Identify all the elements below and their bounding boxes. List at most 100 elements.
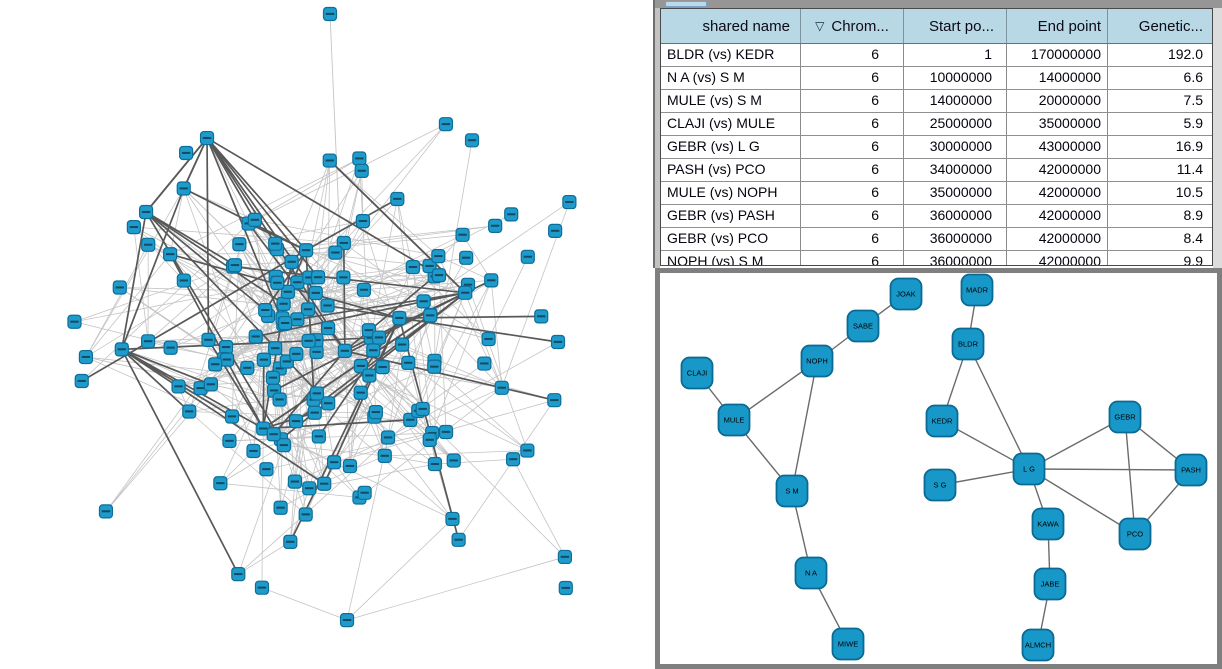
network-node[interactable]: [356, 282, 372, 297]
network-node[interactable]: [416, 294, 431, 309]
network-edge[interactable]: [169, 188, 185, 255]
network-node[interactable]: S M: [775, 474, 809, 508]
network-node[interactable]: [227, 258, 243, 273]
network-node[interactable]: [141, 334, 156, 349]
network-edge[interactable]: [182, 137, 208, 189]
table-row[interactable]: GEBR (vs) PCO 6 36000000 42000000 8.4: [661, 228, 1212, 251]
network-edge[interactable]: [133, 227, 149, 342]
network-node[interactable]: [464, 133, 480, 148]
network-node[interactable]: [266, 427, 281, 442]
network-node[interactable]: S G: [923, 468, 957, 502]
network-edge[interactable]: [239, 220, 364, 245]
network-node[interactable]: [203, 377, 218, 392]
network-edge[interactable]: [273, 433, 453, 520]
network-node[interactable]: [431, 249, 446, 264]
network-edge[interactable]: [206, 137, 278, 284]
network-edge[interactable]: [431, 280, 492, 434]
network-edge[interactable]: [396, 198, 435, 367]
network-node[interactable]: [481, 331, 496, 347]
network-node[interactable]: [284, 254, 299, 269]
network-edge[interactable]: [170, 249, 307, 349]
network-edge[interactable]: [121, 348, 325, 485]
column-header-chromosome[interactable]: ▽ Chrom...: [801, 9, 904, 43]
network-node[interactable]: [401, 355, 416, 370]
network-node[interactable]: [438, 424, 454, 440]
table-row[interactable]: BLDR (vs) KEDR 6 1 170000000 192.0: [661, 44, 1212, 67]
network-edge[interactable]: [188, 411, 306, 515]
network-edge[interactable]: [264, 249, 307, 311]
network-edge[interactable]: [234, 261, 292, 266]
network-node[interactable]: [322, 6, 338, 22]
horizontal-scrollbar[interactable]: [655, 0, 1222, 8]
network-edge[interactable]: [363, 289, 403, 345]
network-node[interactable]: [534, 309, 549, 324]
network-edge[interactable]: [1028, 468, 1192, 471]
network-edge[interactable]: [287, 291, 314, 400]
network-edge[interactable]: [346, 518, 453, 621]
scrollbar-thumb[interactable]: [665, 1, 707, 7]
network-edge[interactable]: [433, 366, 528, 451]
network-node[interactable]: [232, 237, 247, 252]
network-node[interactable]: [550, 334, 566, 350]
network-node[interactable]: [320, 321, 336, 336]
network-node[interactable]: [298, 507, 313, 522]
network-node[interactable]: [375, 360, 390, 375]
network-edge[interactable]: [297, 291, 466, 321]
network-edge[interactable]: [408, 362, 528, 451]
table-row[interactable]: GEBR (vs) L G 6 30000000 43000000 16.9: [661, 136, 1212, 159]
network-node[interactable]: [395, 337, 410, 352]
network-node[interactable]: [138, 204, 154, 220]
network-edge[interactable]: [206, 138, 210, 340]
network-node[interactable]: [218, 340, 234, 355]
network-node[interactable]: [455, 227, 470, 242]
network-node[interactable]: [290, 312, 305, 327]
network-node[interactable]: [504, 207, 519, 222]
network-node[interactable]: [357, 485, 372, 500]
table-row[interactable]: NOPH (vs) S M 6 36000000 42000000 9.9: [661, 251, 1212, 265]
network-edge[interactable]: [344, 275, 436, 352]
network-node[interactable]: [422, 432, 437, 448]
network-node[interactable]: [287, 474, 303, 489]
network-edge[interactable]: [399, 317, 559, 343]
network-node[interactable]: NOPH: [800, 344, 834, 378]
network-edge[interactable]: [314, 411, 376, 414]
network-edge[interactable]: [422, 280, 492, 410]
network-node[interactable]: [558, 580, 573, 596]
network-node[interactable]: KEDR: [925, 404, 959, 438]
network-node[interactable]: [289, 346, 304, 362]
network-node[interactable]: [98, 504, 114, 519]
network-node[interactable]: [222, 433, 237, 449]
network-edge[interactable]: [247, 367, 361, 394]
network-edge[interactable]: [183, 188, 236, 266]
network-edge[interactable]: [287, 123, 447, 293]
network-edge[interactable]: [145, 137, 208, 213]
network-edge[interactable]: [220, 444, 285, 484]
network-edge[interactable]: [81, 223, 249, 382]
network-node[interactable]: [273, 500, 288, 515]
network-edge[interactable]: [342, 243, 346, 351]
network-node[interactable]: [484, 273, 499, 288]
network-node[interactable]: [67, 314, 82, 329]
column-header-genetic[interactable]: Genetic...: [1108, 9, 1212, 43]
network-edge[interactable]: [253, 310, 266, 452]
network-node[interactable]: [354, 163, 369, 178]
network-node[interactable]: [355, 214, 371, 229]
network-edge[interactable]: [1028, 468, 1136, 535]
network-node[interactable]: [352, 151, 367, 166]
network-node[interactable]: [301, 333, 316, 349]
subnetwork-canvas[interactable]: JOAK MADR SABE BLDR NOPH CLAJI KEDR GEBR MULE L G…: [660, 273, 1217, 664]
network-edge[interactable]: [169, 158, 360, 255]
network-node[interactable]: [309, 386, 324, 401]
network-node[interactable]: [112, 280, 127, 295]
table-row[interactable]: PASH (vs) PCO 6 34000000 42000000 11.4: [661, 159, 1212, 182]
network-node[interactable]: [423, 308, 438, 323]
network-edge[interactable]: [262, 359, 265, 429]
network-node[interactable]: [199, 130, 215, 146]
network-node[interactable]: [380, 430, 396, 445]
network-node[interactable]: [353, 385, 368, 400]
network-edge[interactable]: [437, 256, 447, 433]
network-node[interactable]: [446, 453, 461, 468]
network-node[interactable]: [308, 285, 323, 301]
network-node[interactable]: L G: [1012, 452, 1046, 486]
network-edge[interactable]: [206, 137, 285, 325]
